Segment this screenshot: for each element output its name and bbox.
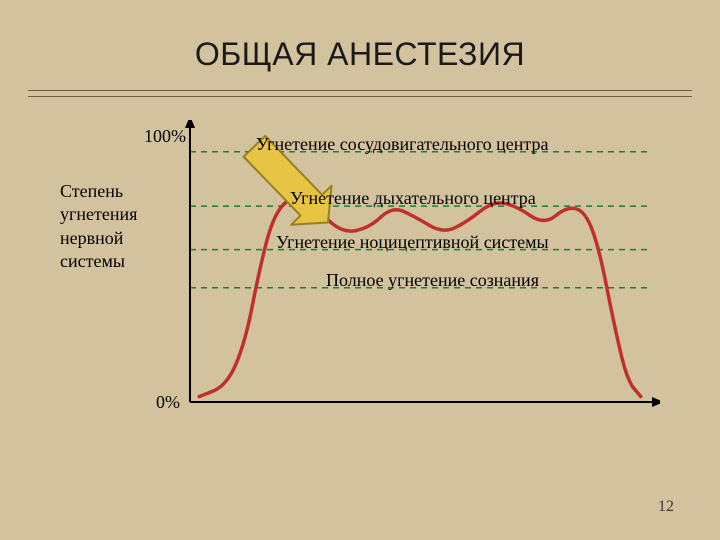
level-label: Угнетение сосудовигательного центра: [256, 134, 548, 155]
level-label: Угнетение ноцицептивной системы: [276, 232, 549, 253]
title-rule-bottom: [28, 96, 692, 97]
chart-area: 100% Степеньугнетениянервнойсистемы 0% У…: [60, 120, 660, 440]
level-label: Полное угнетение сознания: [326, 270, 539, 291]
level-label: Угнетение дыхательного центра: [290, 188, 536, 209]
y-tick-100: 100%: [144, 126, 186, 147]
y-tick-0: 0%: [156, 392, 180, 413]
title-rule-top: [28, 90, 692, 91]
slide: ОБЩАЯ АНЕСТЕЗИЯ 100% Степеньугнетениянер…: [0, 0, 720, 540]
page-number: 12: [658, 498, 674, 516]
slide-title: ОБЩАЯ АНЕСТЕЗИЯ: [0, 36, 720, 73]
y-axis-title: Степеньугнетениянервнойсистемы: [60, 180, 137, 274]
